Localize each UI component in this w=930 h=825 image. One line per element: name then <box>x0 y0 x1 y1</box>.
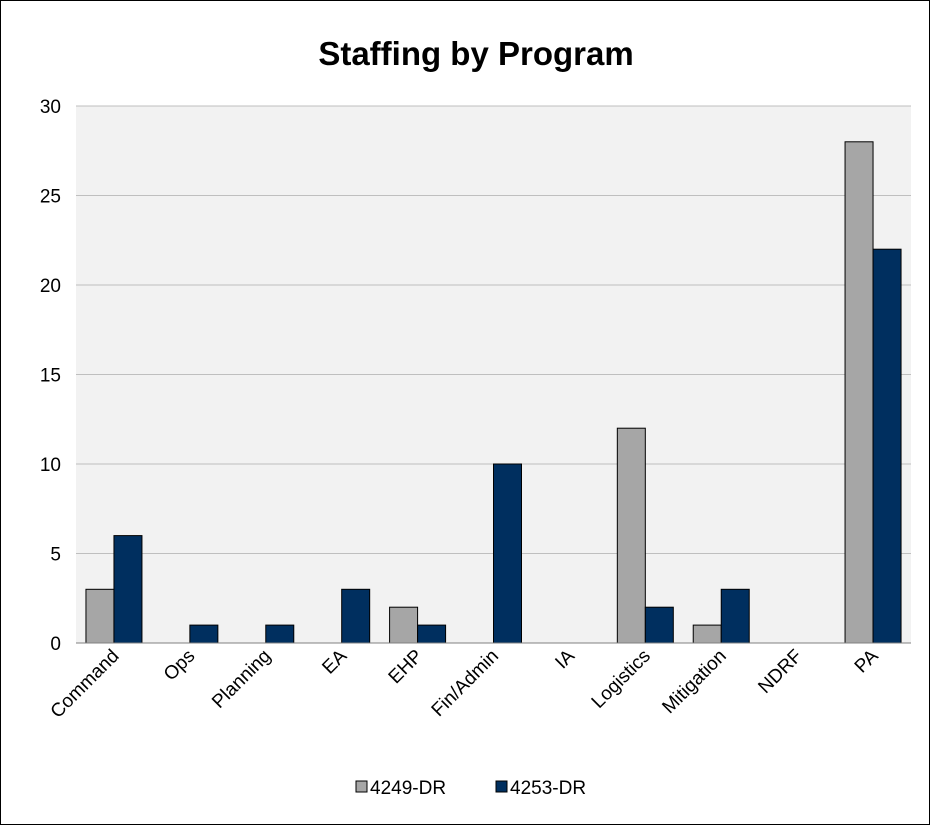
bar-4253-dr-ea <box>341 588 371 644</box>
y-tick-label-10: 10 <box>40 455 61 476</box>
x-tick-label-planning: Planning <box>208 646 275 713</box>
bar-4253-dr-fin-admin <box>493 463 522 644</box>
y-tick-label-15: 15 <box>40 366 61 387</box>
x-tick-label-ia: IA <box>551 645 579 673</box>
x-tick-label-pa: PA <box>851 645 883 677</box>
x-tick-label-mitigation: Mitigation <box>658 646 730 718</box>
bar-4249-dr-command <box>85 588 115 644</box>
legend-label-4253-dr: 4253-DR <box>510 778 586 799</box>
legend: 4249-DR 4253-DR <box>355 778 586 799</box>
x-tick-label-logistics: Logistics <box>588 646 655 713</box>
legend-swatch-4249-dr <box>355 780 368 793</box>
legend-label-4249-dr: 4249-DR <box>370 778 446 799</box>
bar-4249-dr-ehp <box>389 606 419 644</box>
bar-4253-dr-command <box>113 535 143 644</box>
bar-4249-dr-mitigation <box>692 624 722 644</box>
chart-title: Staffing by Program <box>318 35 633 72</box>
legend-swatch-4253-dr <box>495 780 508 793</box>
x-tick-label-fin-admin: Fin/Admin <box>428 646 503 721</box>
bar-4249-dr-pa <box>844 141 874 644</box>
bar-4253-dr-ehp <box>417 624 447 644</box>
bar-4249-dr-logistics <box>616 427 646 644</box>
bar-4253-dr-planning <box>265 624 295 644</box>
bar-4253-dr-ops <box>189 624 219 644</box>
bar-4253-dr-pa <box>872 248 902 644</box>
bar-4253-dr-logistics <box>644 606 674 644</box>
y-tick-label-5: 5 <box>50 545 61 566</box>
y-tick-label-20: 20 <box>40 276 61 297</box>
x-tick-label-ndrf: NDRF <box>755 646 807 698</box>
x-tick-label-ops: Ops <box>160 646 199 685</box>
y-tick-label-30: 30 <box>40 97 61 118</box>
x-tick-label-ea: EA <box>318 645 351 678</box>
bars <box>85 141 902 644</box>
y-tick-label-25: 25 <box>40 187 61 208</box>
y-tick-label-0: 0 <box>50 634 61 655</box>
x-tick-label-command: Command <box>47 646 124 723</box>
x-axis-ticks: Command Ops Planning EA EHP Fin/Admin IA Logist… <box>47 645 883 722</box>
x-tick-label-ehp: EHP <box>385 646 427 688</box>
y-axis-ticks: 0 5 10 15 20 25 30 <box>40 97 61 655</box>
bar-4253-dr-mitigation <box>720 588 750 644</box>
